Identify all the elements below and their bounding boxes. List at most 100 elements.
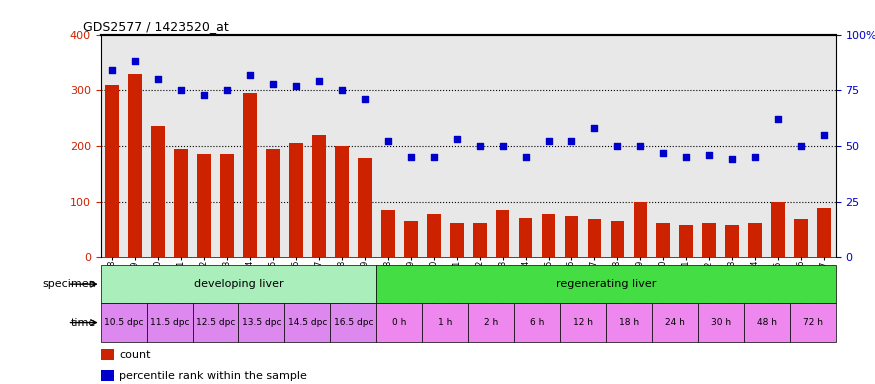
Bar [151,126,164,257]
Text: 72 h: 72 h [802,318,822,327]
Text: 6 h: 6 h [530,318,544,327]
Bar [564,215,578,257]
Point [243,71,257,78]
Point [794,143,808,149]
Bar [496,210,509,257]
Text: 11.5 dpc: 11.5 dpc [150,318,189,327]
Text: 14.5 dpc: 14.5 dpc [288,318,327,327]
Bar [790,303,836,342]
Point [679,154,693,160]
Point [197,92,211,98]
Point [656,149,670,156]
Bar [105,85,119,257]
Bar [101,370,114,381]
Point [151,76,165,82]
Bar [634,202,648,257]
Bar [725,225,739,257]
Point [587,125,601,131]
Point [450,136,464,142]
Text: regenerating liver: regenerating liver [556,279,656,289]
Point [220,87,234,93]
Point [105,67,119,73]
Bar [680,225,693,257]
Bar [519,218,532,257]
Bar [606,303,652,342]
Text: 12.5 dpc: 12.5 dpc [196,318,235,327]
Point [495,143,509,149]
Bar [358,158,372,257]
Text: GDS2577 / 1423520_at: GDS2577 / 1423520_at [83,20,229,33]
Bar [312,135,326,257]
Bar [468,303,514,342]
Bar [611,221,625,257]
Bar [101,303,147,342]
Bar [473,223,487,257]
Point [358,96,372,102]
Bar [266,149,280,257]
Bar [376,303,423,342]
Point [542,138,556,144]
Bar [698,303,744,342]
Point [817,132,831,138]
Point [771,116,785,122]
Point [381,138,395,144]
Bar [220,154,234,257]
Point [403,154,417,160]
Bar [542,214,556,257]
Bar [794,219,808,257]
Point [473,143,487,149]
Bar [652,303,698,342]
Point [611,143,625,149]
Text: 16.5 dpc: 16.5 dpc [333,318,373,327]
Point [128,58,142,65]
Text: 1 h: 1 h [438,318,452,327]
Text: specimen: specimen [43,279,96,289]
Point [427,154,441,160]
Bar [243,93,257,257]
Bar [703,223,717,257]
Bar [817,208,831,257]
Bar [335,146,348,257]
Text: percentile rank within the sample: percentile rank within the sample [119,371,307,381]
Text: 48 h: 48 h [757,318,777,327]
Text: developing liver: developing liver [193,279,284,289]
Bar [588,219,601,257]
Point [312,78,326,84]
Bar [744,303,790,342]
Point [703,152,717,158]
Bar [748,223,762,257]
Bar [381,210,395,257]
Point [289,83,303,89]
Text: 0 h: 0 h [392,318,406,327]
Point [335,87,349,93]
Bar [101,349,114,360]
Text: 30 h: 30 h [710,318,731,327]
Bar [560,303,606,342]
Bar [772,202,785,257]
Text: 2 h: 2 h [484,318,498,327]
Bar [450,223,464,257]
Bar [174,149,188,257]
Bar [238,303,284,342]
Bar [404,221,417,257]
Bar [129,74,142,257]
Bar [331,303,376,342]
Text: 13.5 dpc: 13.5 dpc [242,318,281,327]
Point [748,154,762,160]
Text: 24 h: 24 h [665,318,685,327]
Text: 18 h: 18 h [619,318,639,327]
Bar [197,154,211,257]
Bar [427,214,441,257]
Text: 12 h: 12 h [573,318,593,327]
Bar [656,223,670,257]
Bar [147,303,192,342]
Point [174,87,188,93]
Point [519,154,533,160]
Point [266,81,280,87]
Bar [101,265,376,303]
Text: time: time [71,318,96,328]
Bar [192,303,238,342]
Text: count: count [119,350,150,360]
Bar [289,143,303,257]
Point [725,156,739,162]
